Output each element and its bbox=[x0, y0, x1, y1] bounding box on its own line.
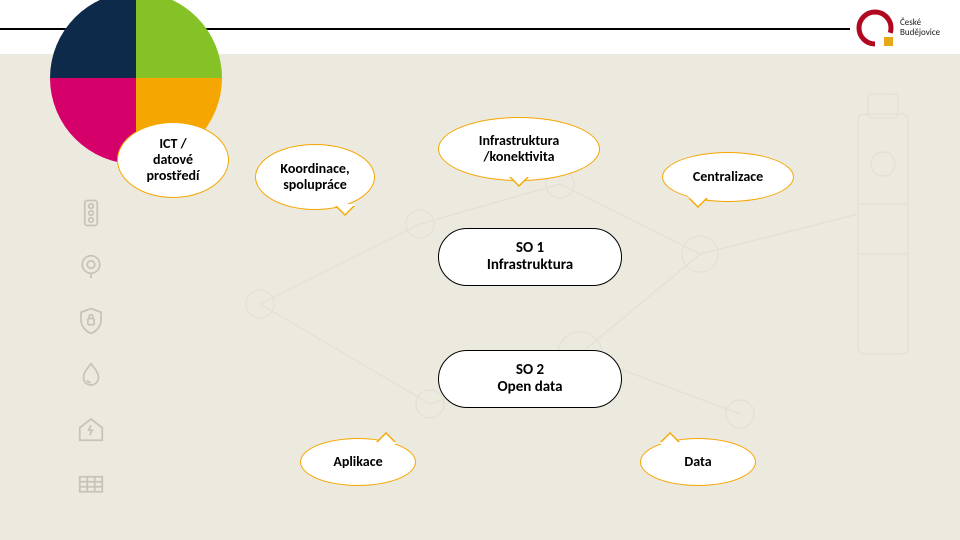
bubble-data-tail-fill bbox=[660, 424, 680, 444]
bubble-data-shape: Data bbox=[640, 438, 756, 486]
cctv-icon bbox=[76, 252, 106, 282]
bubble-so2-shape: SO 2Open data bbox=[438, 350, 622, 408]
bubble-ict: ICT /datovéprostředí bbox=[117, 122, 229, 198]
traffic-light-icon bbox=[76, 198, 106, 228]
brand-logo: České Budějovice bbox=[854, 4, 942, 52]
bubble-koordinace-shape: Koordinace,spolupráce bbox=[255, 144, 375, 210]
bubble-aplikace-shape: Aplikace bbox=[300, 438, 416, 486]
bubble-centralizace-label: Centralizace bbox=[693, 169, 763, 185]
bubble-infra-konektivita-tail-fill bbox=[509, 175, 529, 195]
logo-text-line2: Budějovice bbox=[900, 28, 940, 38]
bubble-ict-shape: ICT /datovéprostředí bbox=[117, 122, 229, 198]
bubble-infra-konektivita-shape: Infrastruktura/konektivita bbox=[438, 117, 600, 181]
logo-mark bbox=[854, 7, 896, 49]
bubble-aplikace: Aplikace bbox=[300, 438, 416, 486]
left-icon-strip bbox=[76, 198, 106, 498]
pie-quadrant-top-left bbox=[50, 0, 136, 78]
bubble-so1-label: SO 1Infrastruktura bbox=[487, 240, 573, 275]
bubble-aplikace-label: Aplikace bbox=[333, 454, 382, 470]
solar-panel-icon bbox=[76, 468, 106, 498]
bubble-infra-konektivita: Infrastruktura/konektivita bbox=[438, 117, 600, 181]
bubble-ict-label: ICT /datovéprostředí bbox=[147, 136, 200, 184]
house-energy-icon bbox=[76, 414, 106, 444]
bubble-centralizace: Centralizace bbox=[662, 152, 794, 202]
bubble-so1-shape: SO 1Infrastruktura bbox=[438, 228, 622, 286]
logo-text: České Budějovice bbox=[900, 18, 940, 38]
bubble-infra-konektivita-label: Infrastruktura/konektivita bbox=[479, 133, 560, 165]
bubble-aplikace-tail-fill bbox=[376, 424, 396, 444]
bubble-so2: SO 2Open data bbox=[438, 350, 622, 408]
bubble-koordinace-label: Koordinace,spolupráce bbox=[280, 161, 349, 193]
pie-quadrant-top-right bbox=[136, 0, 222, 78]
bubble-data: Data bbox=[640, 438, 756, 486]
bubble-so2-label: SO 2Open data bbox=[498, 362, 563, 397]
bubble-centralizace-shape: Centralizace bbox=[662, 152, 794, 202]
shield-lock-icon bbox=[76, 306, 106, 336]
bubble-data-label: Data bbox=[684, 454, 711, 470]
bubble-koordinace-tail-fill bbox=[335, 204, 355, 224]
bubble-centralizace-tail-fill bbox=[688, 196, 708, 216]
water-drop-icon bbox=[76, 360, 106, 390]
bubble-so1: SO 1Infrastruktura bbox=[438, 228, 622, 286]
bubble-koordinace: Koordinace,spolupráce bbox=[255, 144, 375, 210]
